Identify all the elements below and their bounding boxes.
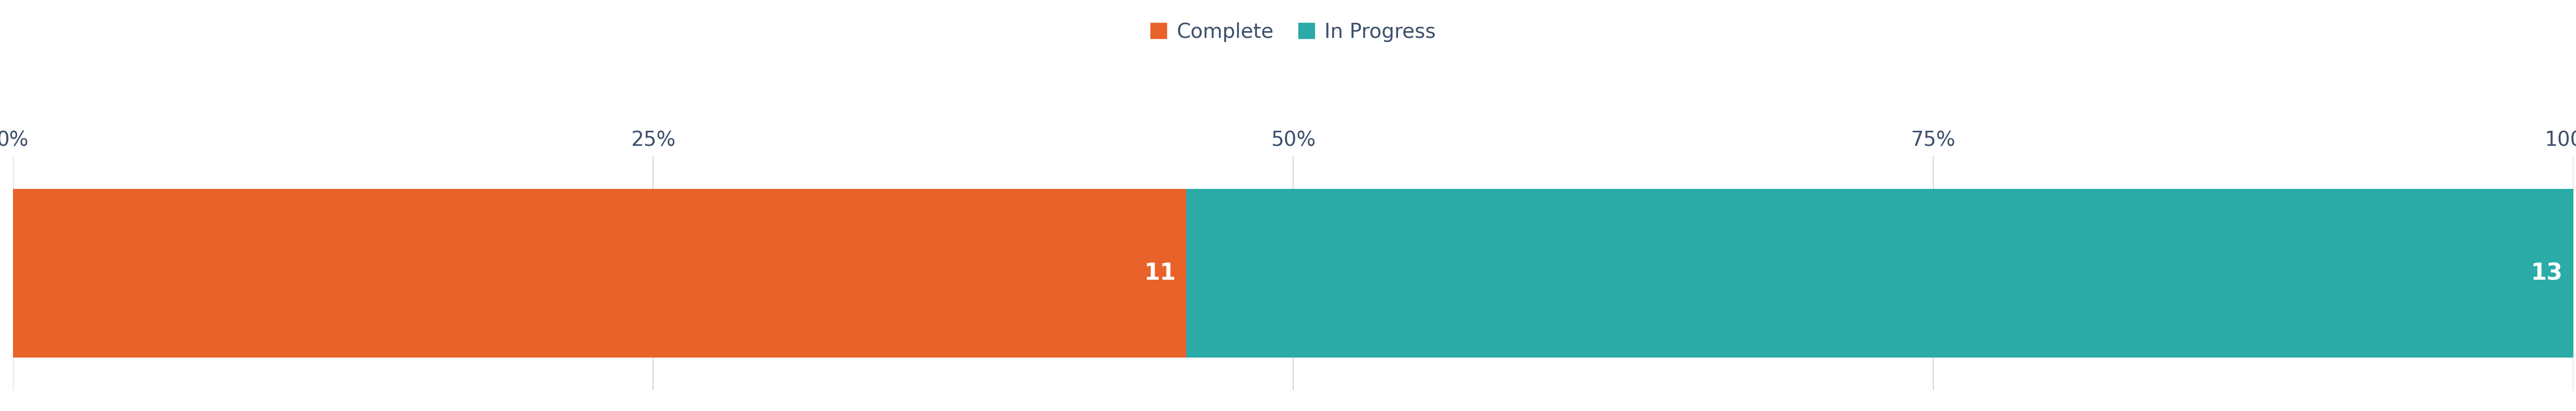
Legend: Complete, In Progress: Complete, In Progress <box>1144 14 1443 50</box>
Bar <box>13 189 1188 358</box>
Bar <box>1188 189 2573 358</box>
Text: 13: 13 <box>2532 262 2563 284</box>
Text: 11: 11 <box>1144 262 1177 284</box>
